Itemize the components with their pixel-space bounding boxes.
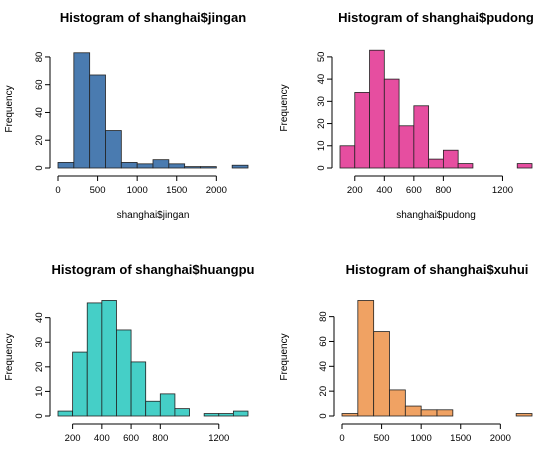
y-tick-label: 80: [34, 52, 45, 63]
histogram-bar: [168, 163, 186, 169]
histogram-bar: [89, 74, 106, 169]
x-tick-label: 800: [152, 433, 168, 444]
x-tick-label: 200: [65, 433, 81, 444]
histogram-bar: [404, 405, 422, 417]
x-tick-label: 2000: [206, 185, 227, 196]
y-tick-label: 10: [316, 140, 327, 151]
histogram-bar: [116, 329, 132, 417]
x-tick-label: 1500: [450, 433, 471, 444]
y-tick-label: 0: [316, 165, 327, 170]
x-tick-label: 800: [435, 185, 451, 196]
y-axis-label: Frequency: [279, 333, 290, 380]
histogram-bar: [357, 300, 375, 417]
histogram-bar: [442, 149, 459, 169]
histogram-bar: [420, 409, 438, 417]
histogram-bar: [515, 413, 533, 417]
x-tick-label: 1000: [411, 433, 432, 444]
histogram-bar: [120, 162, 138, 169]
y-tick-label: 20: [34, 135, 45, 146]
y-tick-label: 20: [34, 362, 45, 373]
x-tick-label: 600: [406, 185, 422, 196]
histogram-bar: [218, 413, 234, 417]
histogram-panel-4: Histogram of shanghai$xuhui 0 500 1000 1500 2…: [279, 262, 533, 444]
y-tick-label: 0: [318, 413, 329, 418]
histogram-bar: [341, 413, 359, 417]
histogram-bar: [159, 393, 176, 417]
histogram-bar: [428, 158, 444, 169]
x-tick-label: 0: [55, 185, 60, 196]
histogram-bar: [232, 410, 249, 417]
y-axis-label: Frequency: [279, 84, 290, 131]
histogram-bar: [389, 389, 406, 417]
x-tick-label: 200: [347, 185, 363, 196]
y-tick-label: 10: [34, 386, 45, 397]
histogram-bar: [369, 49, 385, 169]
y-tick-label: 30: [34, 337, 45, 348]
x-tick-label: 1200: [208, 433, 229, 444]
histogram-bar: [413, 105, 430, 169]
y-tick-label: 60: [34, 79, 45, 90]
x-tick-label: 1000: [127, 185, 148, 196]
y-tick-label: 20: [316, 118, 327, 129]
y-axis-label: Frequency: [4, 333, 15, 380]
y-tick-label: 80: [318, 311, 329, 322]
histogram-bar: [184, 166, 201, 169]
histogram-bar: [101, 300, 117, 417]
histogram-bar: [152, 159, 170, 169]
histogram-bar: [57, 162, 75, 169]
x-axis-label: shanghai$jingan: [117, 210, 190, 221]
y-tick-label: 20: [318, 386, 329, 397]
histogram-bar: [174, 408, 190, 417]
x-tick-label: 400: [376, 185, 392, 196]
y-tick-label: 40: [34, 107, 45, 118]
y-axis-label: Frequency: [4, 85, 15, 132]
histogram-bar: [57, 410, 74, 417]
histogram-bar: [72, 351, 88, 417]
x-axis-label: shanghai$pudong: [396, 210, 476, 221]
x-tick-label: 500: [374, 433, 390, 444]
histogram-bar: [130, 361, 147, 417]
y-tick-label: 40: [316, 74, 327, 85]
x-tick-label: 1200: [492, 185, 513, 196]
histogram-panel-1: Histogram of shanghai$jingan 0 500 1000 1500…: [4, 10, 249, 221]
x-tick-label: 2000: [490, 433, 511, 444]
histogram-bar: [145, 400, 161, 417]
histogram-bar: [373, 331, 390, 417]
histogram-bar: [136, 163, 154, 169]
chart-title: Histogram of shanghai$jingan: [60, 10, 246, 25]
y-tick-label: 40: [318, 361, 329, 372]
histogram-bar: [354, 92, 370, 169]
y-tick-label: 0: [34, 413, 45, 418]
chart-title: Histogram of shanghai$xuhui: [346, 262, 529, 277]
histogram-bar: [516, 163, 533, 169]
histogram-bar: [73, 52, 91, 169]
histogram-bar: [383, 78, 400, 169]
y-tick-label: 0: [34, 165, 45, 170]
y-tick-label: 50: [316, 52, 327, 63]
y-tick-label: 60: [318, 336, 329, 347]
histogram-bar: [86, 302, 103, 417]
x-tick-label: 600: [123, 433, 139, 444]
histogram-bar: [339, 145, 356, 169]
histogram-bar: [457, 163, 474, 169]
y-tick-label: 30: [316, 96, 327, 107]
histogram-bar: [203, 413, 220, 417]
x-tick-label: 0: [339, 433, 344, 444]
histogram-bar: [105, 130, 122, 169]
chart-title: Histogram of shanghai$pudong: [338, 10, 534, 25]
histogram-bar: [200, 166, 217, 169]
x-tick-label: 1500: [166, 185, 187, 196]
x-tick-label: 500: [90, 185, 106, 196]
histogram-bar: [436, 409, 454, 417]
y-tick-label: 40: [34, 312, 45, 323]
x-tick-label: 400: [94, 433, 110, 444]
histogram-bar: [398, 125, 415, 169]
histogram-bar: [231, 164, 249, 169]
chart-title: Histogram of shanghai$huangpu: [52, 262, 255, 277]
